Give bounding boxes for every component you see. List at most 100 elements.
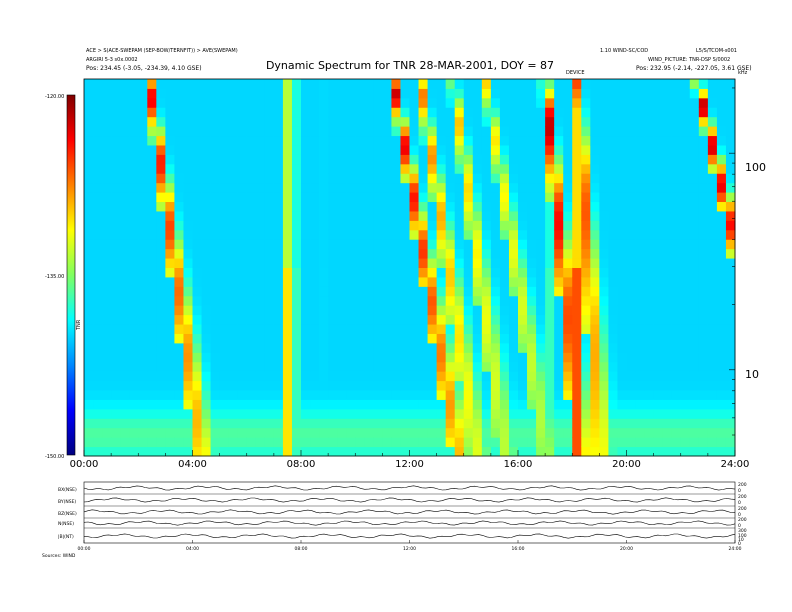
- spectrogram-cell: [545, 276, 555, 287]
- spectrogram-cell: [400, 248, 410, 259]
- spectrogram-cell: [183, 352, 193, 363]
- spectrogram-cell: [527, 173, 537, 184]
- spectrogram-cell: [93, 173, 103, 184]
- spectrogram-cell: [129, 427, 139, 438]
- spectrogram-cell: [445, 97, 456, 108]
- spectrogram-cell: [138, 399, 148, 410]
- spectrogram-cell: [644, 116, 655, 127]
- spectrogram-cell: [183, 342, 193, 353]
- spectrogram-cell: [364, 154, 374, 165]
- spectrogram-cell: [147, 135, 157, 146]
- spectrogram-cell: [111, 97, 121, 108]
- spectrogram-cell: [291, 239, 302, 250]
- spectrogram-cell: [355, 390, 365, 400]
- spectrogram-cell: [536, 408, 546, 419]
- spectrogram-cell: [626, 258, 637, 268]
- spectrogram-cell: [328, 314, 338, 325]
- spectrogram-cell: [716, 97, 727, 108]
- spectrogram-cell: [463, 97, 474, 108]
- spectrogram-cell: [508, 135, 519, 146]
- spectrogram-cell: [301, 229, 311, 240]
- spectrogram-cell: [174, 163, 184, 174]
- spectrogram-cell: [725, 352, 736, 363]
- spectrogram-cell: [436, 173, 447, 184]
- spectrogram-cell: [391, 361, 401, 372]
- spectrogram-cell: [671, 79, 682, 89]
- spectrogram-cell: [671, 418, 682, 429]
- spectrogram-cell: [409, 258, 420, 268]
- spectrogram-cell: [463, 380, 474, 391]
- spectrogram-cell: [454, 173, 465, 184]
- spectrogram-cell: [617, 192, 627, 203]
- spectrogram-cell: [508, 333, 519, 344]
- spectrogram-cell: [653, 107, 664, 118]
- spectrogram-cell: [382, 229, 392, 240]
- spectrogram-cell: [436, 229, 447, 240]
- spectrogram-cell: [228, 173, 239, 184]
- spectrogram-cell: [590, 361, 600, 372]
- spectrogram-cell: [436, 135, 447, 146]
- spectrogram-cell: [581, 352, 591, 363]
- spectrogram-cell: [391, 192, 401, 203]
- spectrogram-cell: [445, 408, 456, 419]
- spectrogram-cell: [138, 276, 148, 287]
- spectrogram-cell: [563, 371, 573, 382]
- spectrogram-cell: [635, 239, 646, 250]
- spectrogram-cell: [93, 126, 103, 137]
- spectrogram-cell: [391, 97, 401, 108]
- spectrogram-cell: [219, 314, 230, 325]
- spectrogram-cell: [147, 229, 157, 240]
- spectrogram-cell: [201, 229, 212, 240]
- spectrogram-cell: [490, 286, 501, 297]
- spectrogram-cell: [264, 116, 275, 127]
- spectrogram-cell: [536, 107, 546, 118]
- spectrogram-cell: [527, 267, 537, 278]
- spectrogram-cell: [337, 210, 347, 221]
- spectrogram-cell: [301, 295, 311, 306]
- spectrogram-cell: [436, 427, 447, 438]
- spectrogram-cell: [192, 154, 203, 165]
- spectrogram-cell: [418, 135, 429, 146]
- spectrogram-cell: [554, 135, 564, 146]
- spectrogram-cell: [436, 192, 447, 203]
- spectrogram-cell: [626, 380, 637, 391]
- spectrogram-cell: [481, 107, 492, 118]
- spectrogram-cell: [689, 342, 700, 353]
- spectrogram-cell: [445, 135, 456, 146]
- spectrogram-cell: [147, 248, 157, 259]
- spectrogram-cell: [282, 135, 293, 146]
- spectrogram-cell: [328, 342, 338, 353]
- spectrogram-cell: [129, 79, 139, 89]
- spectrogram-cell: [129, 201, 139, 212]
- spectrogram-cell: [93, 342, 103, 353]
- spectrogram-cell: [246, 314, 257, 325]
- spectrogram-cell: [319, 276, 329, 287]
- spectrogram-cell: [111, 333, 121, 344]
- spectrogram-cell: [192, 107, 203, 118]
- spectrogram-cell: [716, 239, 727, 250]
- spectrogram-cell: [617, 182, 627, 193]
- spectrogram-cell: [581, 173, 591, 184]
- spectrogram-cell: [608, 390, 618, 400]
- spectrogram-cell: [454, 88, 465, 99]
- spectrogram-cell: [518, 182, 528, 193]
- spectrogram-cell: [536, 248, 546, 259]
- spectrogram-cell: [291, 437, 302, 448]
- spectrogram-cell: [617, 427, 627, 438]
- spectrogram-cell: [590, 295, 600, 306]
- spectrogram-cell: [291, 248, 302, 259]
- spectrogram-cell: [590, 116, 600, 127]
- spectrogram-cell: [111, 408, 121, 419]
- spectrogram-cell: [554, 305, 564, 316]
- spectrogram-cell: [165, 154, 175, 165]
- spectrogram-cell: [400, 342, 410, 353]
- spectrogram-cell: [698, 220, 709, 231]
- spectrogram-cell: [165, 220, 175, 231]
- spectrogram-cell: [156, 182, 166, 193]
- spectrogram-cell: [463, 361, 474, 372]
- spectrogram-cell: [608, 192, 618, 203]
- spectrogram-cell: [463, 286, 474, 297]
- spectrogram-cell: [680, 154, 691, 165]
- spectrogram-cell: [590, 97, 600, 108]
- spectrogram-cell: [310, 295, 320, 306]
